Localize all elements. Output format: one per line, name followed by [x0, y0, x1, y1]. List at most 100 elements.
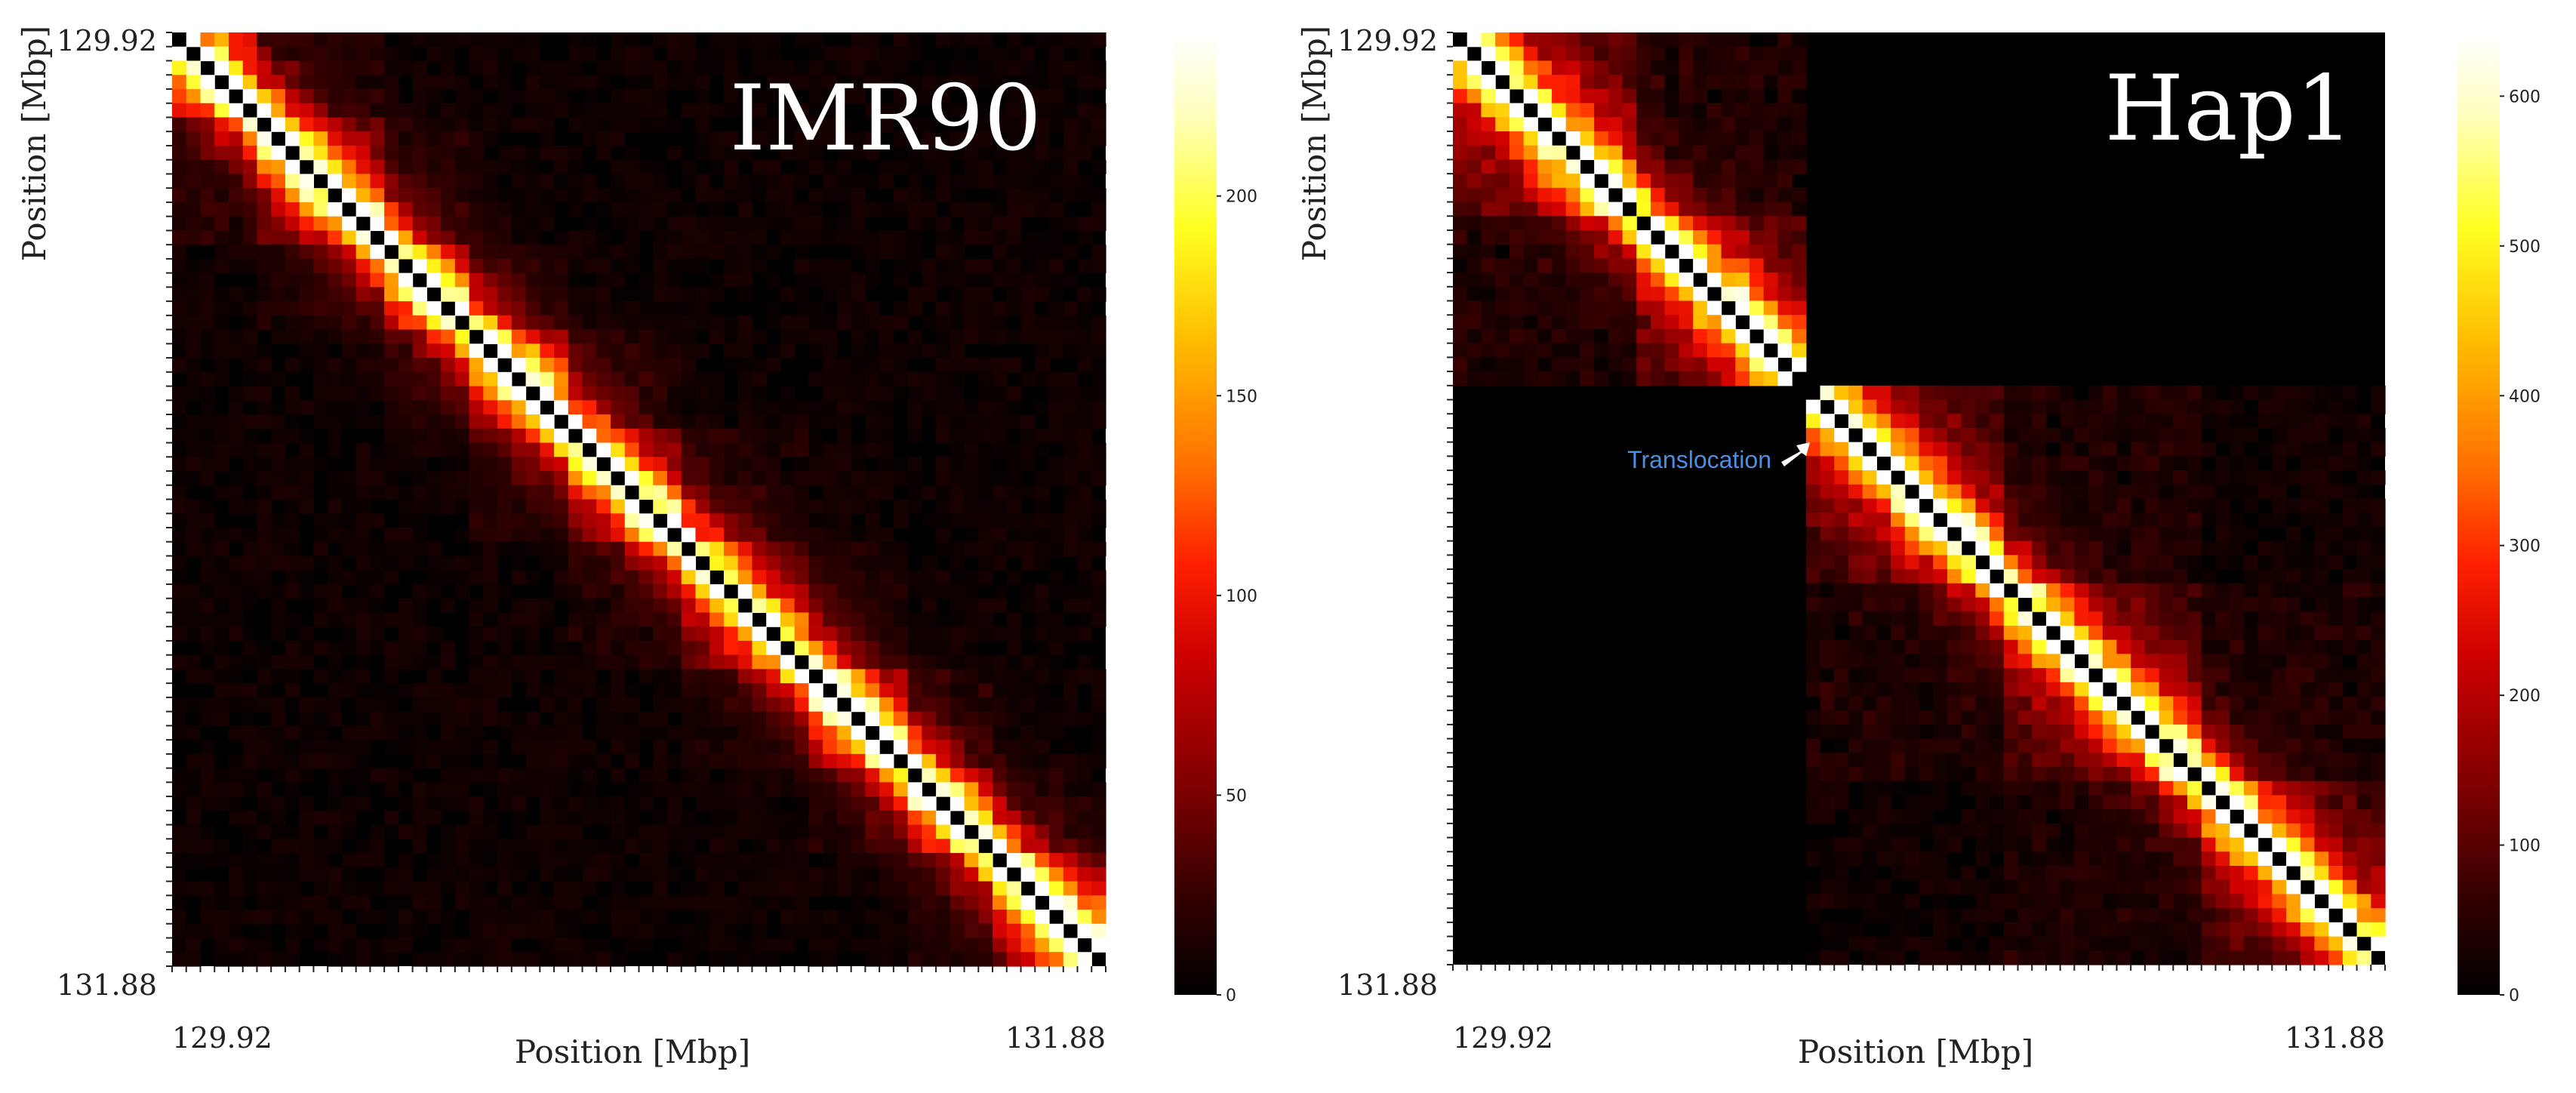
heatmap-cell [328, 867, 343, 882]
heatmap-cell [1565, 117, 1581, 132]
heatmap-cell [1961, 427, 1976, 443]
heatmap-cell [1035, 697, 1050, 713]
heatmap-cell [964, 541, 979, 557]
heatmap-cell [823, 669, 838, 684]
heatmap-cell [398, 188, 414, 203]
heatmap-cell [1035, 952, 1050, 967]
heatmap-cell [639, 301, 654, 316]
heatmap-cell [398, 768, 414, 783]
heatmap-cell [1919, 414, 1934, 429]
heatmap-cell [398, 145, 414, 161]
heatmap-cell [1551, 145, 1567, 161]
heatmap-cell [2131, 414, 2146, 429]
heatmap-cell [1933, 470, 1948, 485]
heatmap-cell [186, 188, 202, 203]
heatmap-cell [540, 938, 555, 953]
heatmap-cell [1876, 540, 1891, 556]
heatmap-cell [441, 414, 456, 430]
heatmap-cell [907, 499, 922, 514]
heatmap-cell [497, 88, 512, 104]
heatmap-cell [2159, 513, 2174, 528]
heatmap-cell [554, 230, 569, 245]
heatmap-cell [483, 740, 498, 755]
heatmap-cell [737, 640, 753, 656]
heatmap-cell [2060, 470, 2075, 485]
heatmap-cell [611, 371, 626, 387]
heatmap-cell [865, 358, 880, 373]
heatmap-cell [214, 952, 229, 967]
heatmap-cell [794, 768, 810, 783]
heatmap-cell [454, 343, 470, 359]
heatmap-cell [1006, 612, 1022, 627]
heatmap-cell [1834, 484, 1849, 500]
heatmap-cell [200, 216, 215, 231]
heatmap-cell [200, 75, 215, 90]
heatmap-cell [469, 230, 484, 245]
heatmap-cell [355, 442, 371, 457]
heatmap-cell [398, 923, 414, 939]
heatmap-cell [2215, 498, 2230, 513]
heatmap-cell [808, 400, 823, 415]
heatmap-cell [214, 711, 229, 726]
heatmap-cell [907, 923, 922, 939]
heatmap-cell [1509, 46, 1525, 62]
heatmap-cell [737, 654, 753, 670]
heatmap-cell [2131, 399, 2146, 414]
heatmap-cell [497, 245, 512, 260]
heatmap-cell [922, 895, 937, 910]
heatmap-cell [214, 117, 229, 132]
heatmap-cell [1848, 456, 1864, 471]
heatmap-cell [271, 32, 286, 48]
heatmap-cell [1551, 229, 1567, 245]
heatmap-cell [257, 272, 272, 288]
heatmap-cell [836, 315, 852, 331]
heatmap-cell [384, 923, 399, 939]
heatmap-cell [794, 881, 810, 896]
heatmap-cell [1848, 442, 1864, 457]
heatmap-cell [469, 272, 484, 288]
heatmap-cell [511, 485, 527, 500]
heatmap-cell [836, 414, 852, 430]
heatmap-cell [1523, 174, 1538, 189]
heatmap-cell [186, 627, 202, 642]
heatmap-cell [851, 697, 866, 713]
heatmap-cell [257, 442, 272, 457]
heatmap-cell [993, 598, 1008, 614]
heatmap-cell [737, 485, 753, 500]
heatmap-cell [893, 910, 909, 925]
heatmap-cell [257, 782, 272, 797]
heatmap-cell [582, 258, 597, 274]
heatmap-cell [469, 386, 484, 401]
heatmap-cell [1020, 174, 1036, 189]
heatmap-cell [851, 570, 866, 585]
heatmap-cell [639, 725, 654, 740]
heatmap-cell [200, 131, 215, 146]
heatmap-cell [1891, 427, 1906, 443]
heatmap-cell [285, 782, 300, 797]
heatmap-cell [1077, 556, 1092, 571]
heatmap-cell [1820, 597, 1835, 612]
heatmap-cell [823, 315, 838, 331]
heatmap-cell [370, 471, 385, 486]
heatmap-cell [257, 683, 272, 698]
heatmap-cell [412, 895, 427, 910]
heatmap-cell [172, 612, 187, 627]
heatmap-cell [1834, 569, 1849, 584]
heatmap-cell [525, 400, 540, 415]
heatmap-cell [1523, 187, 1538, 203]
heatmap-cell [2102, 526, 2118, 542]
heatmap-cell [907, 245, 922, 260]
heatmap-cell [893, 938, 909, 953]
heatmap-cell [1594, 75, 1609, 90]
heatmap-cell [639, 910, 654, 925]
heatmap-cell [313, 131, 328, 146]
heatmap-cell [1077, 329, 1092, 344]
heatmap-cell [639, 796, 654, 811]
heatmap-cell [2060, 484, 2075, 500]
heatmap-cell [540, 386, 555, 401]
heatmap-cell [540, 245, 555, 260]
heatmap-cell [214, 442, 229, 457]
heatmap-cell [525, 88, 540, 104]
heatmap-cell [2286, 470, 2301, 485]
heatmap-cell [879, 654, 894, 670]
